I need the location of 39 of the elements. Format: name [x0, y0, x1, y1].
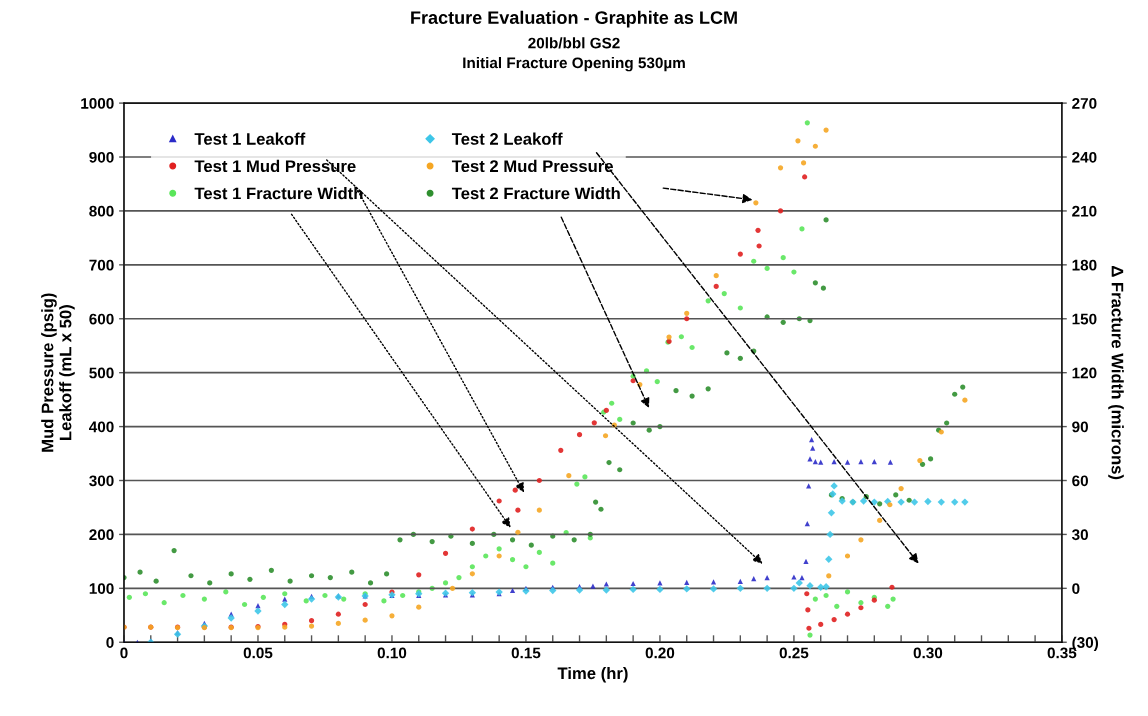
y-tick-label: 800	[89, 205, 114, 217]
y-tick-label: 400	[89, 421, 114, 433]
x-tick-label: 0	[120, 647, 128, 659]
y2-axis-title: Δ Fracture Width (microns)	[1108, 266, 1124, 480]
legend-label: Test 2 Fracture Width	[451, 187, 620, 200]
y2-tick-label: 0	[1072, 583, 1080, 595]
y2-tick-label: 270	[1072, 97, 1097, 109]
y2-tick-label: 150	[1072, 313, 1097, 325]
y-tick-label: 500	[89, 367, 114, 379]
y2-tick-label: 210	[1072, 205, 1097, 217]
y-tick-label: 300	[89, 475, 114, 487]
x-tick-label: 0.25	[779, 647, 809, 659]
y-tick-label: 700	[89, 259, 114, 271]
y2-tick-label: 120	[1072, 367, 1097, 379]
y-axis-title: Mud Pressure (psig) Leakoff (mL x 50)	[41, 293, 75, 452]
x-tick-label: 0.15	[511, 647, 541, 659]
x-tick-label: 0.05	[243, 647, 273, 659]
y2-tick-label: 30	[1071, 529, 1088, 541]
y-tick-label: 0	[106, 637, 114, 648]
legend-label: Test 1 Mud Pressure	[194, 159, 356, 173]
x-axis-title: Time (hr)	[557, 666, 628, 683]
chart-title: Fracture Evaluation - Graphite as LCM	[411, 10, 737, 28]
y2-tick-label: 60	[1072, 475, 1088, 487]
x-tick-label: 0.30	[913, 647, 943, 659]
legend-label: Test 2 Mud Pressure	[451, 159, 613, 173]
chart-subtitle: 20lb/bbl GS2 Initial Fracture Opening 530µm	[463, 37, 685, 72]
legend-label: Test 2 Leakoff	[451, 132, 563, 145]
y-tick-label: 900	[89, 151, 114, 163]
legend-label: Test 1 Leakoff	[194, 132, 306, 145]
y2-tick-label: 180	[1072, 259, 1097, 271]
y-tick-label: 100	[89, 583, 114, 595]
y-tick-label: 1000	[81, 97, 114, 109]
y-tick-label: 600	[89, 313, 114, 325]
y2-tick-label: 90	[1072, 421, 1088, 433]
y-tick-label: 200	[89, 529, 114, 541]
x-tick-label: 0.10	[377, 647, 407, 659]
y2-tick-label: 240	[1072, 151, 1097, 163]
legend-label: Test 1 Fracture Width	[194, 187, 363, 200]
x-tick-label: 0.20	[645, 647, 675, 659]
